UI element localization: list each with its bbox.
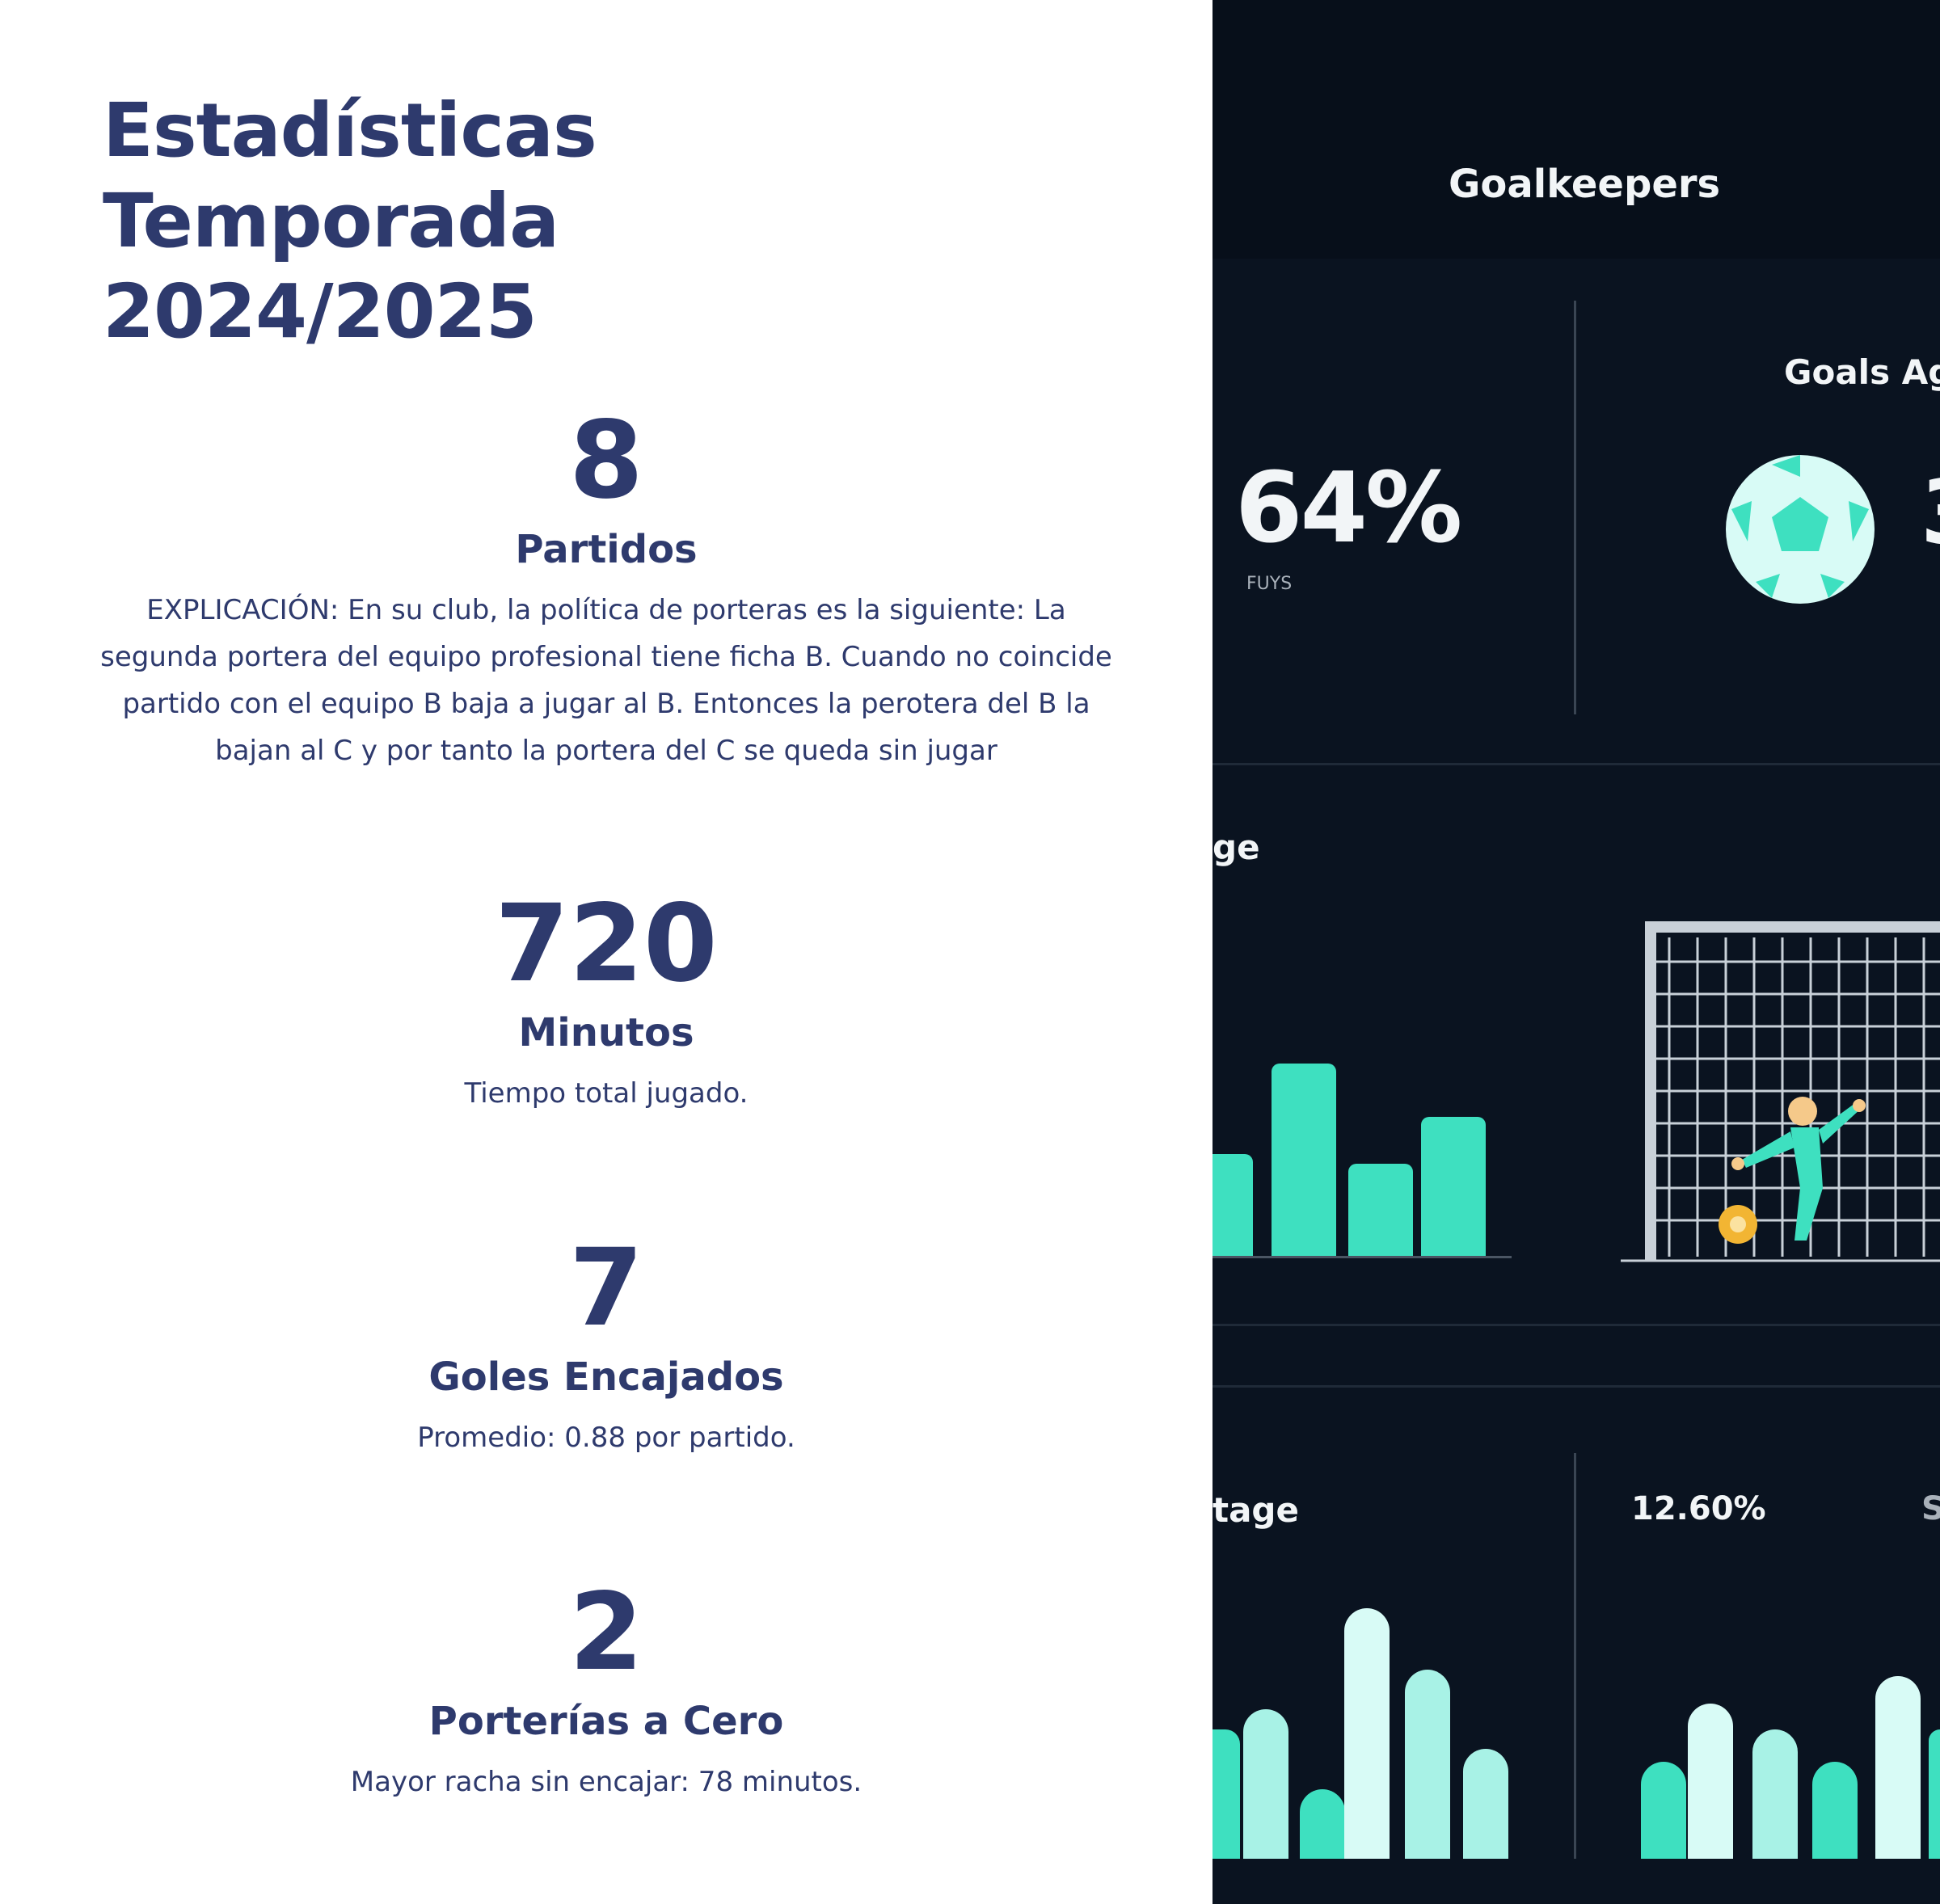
stat-label: Partidos [515, 527, 698, 572]
partial-number: 3 [1921, 461, 1940, 564]
title-line-1: Estadísticas [103, 87, 597, 174]
header-band [1212, 0, 1940, 259]
bottom-band [1212, 1859, 1940, 1904]
stat-label: Porterías a Cero [428, 1699, 784, 1744]
chart-bar [1212, 1154, 1253, 1257]
divider [1212, 1385, 1940, 1388]
stats-panel: Estadísticas Temporada 2024/2025 8 Parti… [0, 86, 1212, 1805]
stat-partidos: 8 Partidos EXPLICACIÓN: En su club, la p… [0, 404, 1212, 774]
goal-net-illustration [1621, 921, 1940, 1262]
chart-bar [1212, 1729, 1240, 1859]
partial-label: ge [1212, 828, 1260, 867]
title-line-2: Temporada [103, 178, 559, 264]
chart-bar [1875, 1676, 1921, 1859]
stat-description: Promedio: 0.88 por partido. [417, 1422, 795, 1454]
chart-bar [1929, 1729, 1940, 1859]
stat-value: 720 [495, 882, 718, 1006]
chart-bar [1243, 1709, 1288, 1859]
stat-label: Goles Encajados [428, 1354, 784, 1400]
divider [1212, 1324, 1940, 1326]
goals-against-label: Goals Ag [1784, 352, 1940, 392]
stat-minutos: 720 Minutos Tiempo total jugado. [0, 887, 1212, 1117]
stat-value: 2 [569, 1570, 643, 1695]
chart-bar [1405, 1670, 1450, 1859]
chart-bar [1421, 1117, 1486, 1257]
partial-label: tage [1212, 1490, 1299, 1530]
stat-description: Mayor racha sin encajar: 78 minutos. [350, 1766, 862, 1798]
chart-baseline [1212, 1256, 1512, 1258]
stat-description: EXPLICACIÓN: En su club, la política de … [100, 594, 1112, 767]
divider [1574, 301, 1576, 714]
chart-bar [1463, 1749, 1508, 1859]
title-line-3: 2024/2025 [103, 268, 538, 355]
partial-label-right: S [1921, 1490, 1940, 1527]
stat-goles-encajados: 7 Goles Encajados Promedio: 0.88 por par… [0, 1232, 1212, 1461]
chart-bar [1348, 1164, 1413, 1257]
chart-bar [1812, 1762, 1858, 1859]
page-title: Estadísticas Temporada 2024/2025 [103, 86, 830, 357]
dashboard-heading: Goalkeepers [1449, 162, 1721, 207]
stat-value: 7 [569, 1226, 643, 1350]
divider [1574, 1453, 1576, 1873]
stat-description: Tiempo total jugado. [464, 1077, 749, 1110]
stat-porterias-a-cero: 2 Porterías a Cero Mayor racha sin encaj… [0, 1576, 1212, 1805]
bottom-percent: 12.60% [1631, 1490, 1766, 1527]
big-percent: 64% [1235, 453, 1462, 565]
small-caption: FUYS [1246, 574, 1293, 594]
chart-bar [1641, 1762, 1686, 1859]
stat-label: Minutos [518, 1010, 694, 1055]
goalkeeper-dashboard-image: Goalkeepers Goals Ag 64% FUYS 3 ge tage … [1212, 0, 1940, 1904]
chart-bar [1752, 1729, 1798, 1859]
divider [1212, 763, 1940, 765]
soccer-ball-icon [1726, 455, 1875, 604]
stat-value: 8 [569, 398, 643, 523]
chart-bar [1300, 1789, 1345, 1859]
chart-bar [1344, 1608, 1390, 1859]
chart-bar [1272, 1064, 1336, 1257]
chart-bar [1688, 1704, 1733, 1859]
